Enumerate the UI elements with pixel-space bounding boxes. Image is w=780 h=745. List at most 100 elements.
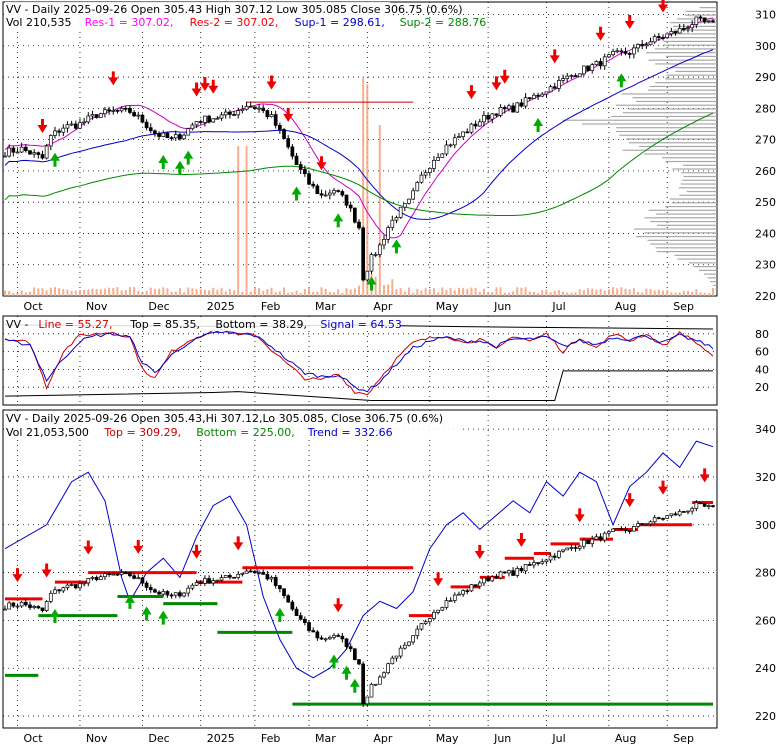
- trend-candle: [390, 657, 395, 665]
- volume-bar: [487, 292, 490, 296]
- volume-bar: [499, 287, 502, 296]
- price-candle: [540, 93, 545, 97]
- volume-bar: [195, 289, 198, 296]
- trend-candle: [19, 601, 24, 607]
- buy-arrow: [616, 73, 627, 88]
- oscillator-header-item: Top = 85.35,: [129, 318, 200, 331]
- volume-profile-bar: [681, 172, 717, 174]
- trend-candle: [48, 592, 53, 602]
- buy-arrow: [341, 665, 352, 680]
- price-candle: [673, 31, 678, 34]
- trend-header-item: Top = 309.29,: [103, 426, 181, 439]
- volume-bar: [582, 290, 585, 296]
- volume-profile-bar: [672, 168, 717, 170]
- price-header-item: Sup-1 = 298.61,: [295, 16, 385, 29]
- trend-candle: [69, 584, 74, 586]
- volume-bar: [166, 288, 169, 296]
- trend-candle: [132, 575, 136, 579]
- volume-bar: [349, 289, 352, 296]
- sell-arrow: [658, 480, 669, 495]
- trend-candle: [669, 513, 674, 517]
- price-candle: [427, 168, 432, 173]
- trend-candle: [448, 600, 453, 602]
- trend-candle: [311, 630, 316, 633]
- volume-profile-bar: [655, 63, 717, 65]
- price-candle: [78, 122, 82, 129]
- price-candle: [273, 114, 278, 126]
- trend-header-bg: [5, 411, 460, 439]
- volume-bar: [262, 290, 265, 296]
- trend-candle: [373, 683, 378, 686]
- volume-bar: [49, 287, 52, 296]
- trend-x-label: 2025: [207, 732, 235, 745]
- trend-candle: [307, 622, 311, 631]
- volume-profile-bar: [643, 153, 717, 155]
- sell-arrow: [699, 468, 710, 483]
- trend-candle: [648, 521, 653, 525]
- oscillator-header-bg: [5, 317, 400, 331]
- trend-candle: [427, 618, 432, 623]
- price-candle: [298, 164, 303, 170]
- volume-bar: [412, 292, 415, 296]
- trend-candle: [173, 592, 178, 596]
- volume-bar: [432, 288, 435, 296]
- trend-candle: [461, 590, 465, 595]
- sell-arrow: [499, 69, 510, 84]
- trend-x-label: Sep: [673, 732, 694, 745]
- trend-candle: [61, 587, 66, 592]
- trend-candle: [686, 510, 690, 513]
- volume-bar: [103, 288, 106, 296]
- volume-bar: [291, 292, 294, 296]
- volume-profile-bar: [645, 52, 717, 54]
- volume-profile-bar: [628, 142, 717, 144]
- trend-candle: [269, 576, 274, 580]
- trend-candle: [523, 564, 528, 572]
- buy-arrow: [329, 654, 340, 669]
- price-candle: [261, 107, 266, 111]
- trend-x-label: Mar: [315, 732, 336, 745]
- volume-bar: [183, 292, 186, 296]
- trend-candle: [411, 635, 415, 643]
- volume-bar: [474, 287, 477, 296]
- price-candle: [136, 114, 141, 117]
- volume-bar: [670, 292, 673, 296]
- price-candle: [186, 128, 191, 136]
- price-candle: [507, 105, 511, 110]
- price-candle: [57, 130, 61, 133]
- price-candle: [148, 127, 153, 132]
- trend-candle: [532, 562, 536, 566]
- price-x-label: Sep: [673, 300, 694, 313]
- volume-bar: [578, 289, 581, 296]
- price-candle: [536, 94, 540, 97]
- trend-candle: [261, 572, 266, 575]
- price-candle: [32, 152, 37, 155]
- volume-profile-bar: [698, 269, 717, 271]
- volume-bar: [337, 289, 340, 296]
- price-candle: [640, 44, 645, 47]
- volume-bar: [595, 289, 598, 296]
- trend-candle: [607, 531, 611, 534]
- volume-profile-bar: [670, 22, 717, 24]
- price-candle: [344, 194, 349, 206]
- trend-header-item: Trend = 332.66: [307, 426, 393, 439]
- volume-bar: [403, 291, 406, 296]
- trend-candle: [198, 582, 203, 584]
- volume-bar: [283, 287, 286, 296]
- trend-x-label: Oct: [23, 732, 43, 745]
- volume-profile-bar: [665, 205, 717, 208]
- volume-bar: [378, 125, 381, 297]
- price-candle: [619, 50, 624, 53]
- trend-candle: [644, 523, 649, 526]
- volume-bar: [158, 288, 161, 296]
- price-candle: [390, 219, 395, 228]
- trend-candle: [257, 572, 261, 574]
- price-candle: [323, 194, 328, 197]
- volume-bar: [524, 287, 527, 296]
- volume-bar: [628, 289, 631, 296]
- price-y-tick: 310: [755, 9, 776, 22]
- volume-profile-bar: [682, 164, 717, 166]
- volume-profile-bar: [669, 198, 717, 200]
- volume-bar: [457, 287, 460, 296]
- price-candle: [532, 94, 536, 99]
- volume-bar: [149, 287, 152, 296]
